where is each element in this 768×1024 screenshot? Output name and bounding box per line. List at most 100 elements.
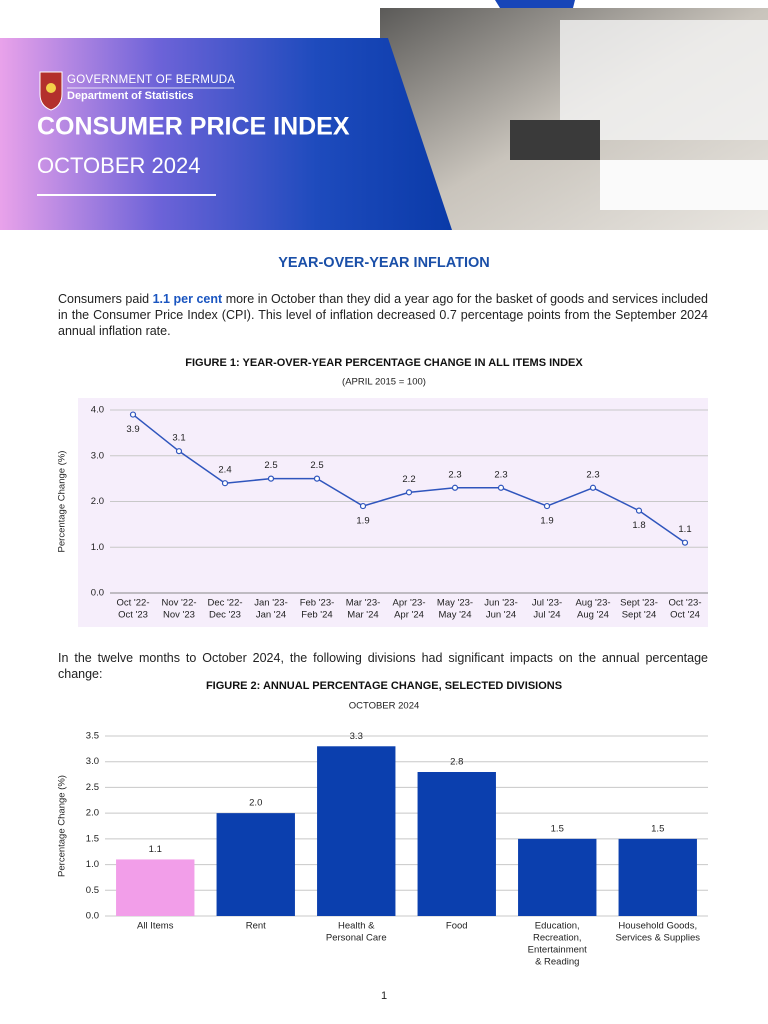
data-label: 1.8 [632,520,645,531]
bar [317,746,396,916]
x-tick-label: Oct '23 [118,610,148,621]
x-tick-label: Entertainment [528,945,588,956]
x-tick-label: Nov '23 [163,610,195,621]
data-label: 3.1 [172,433,185,444]
data-label: 1.5 [651,823,664,834]
x-tick-label: Jun '24 [486,610,516,621]
data-point [451,484,459,491]
x-tick-label: Personal Care [326,933,387,944]
section-title: YEAR-OVER-YEAR INFLATION [278,255,490,271]
data-point [359,502,367,510]
page-number: 1 [381,990,387,1002]
x-tick-label: May '23- [437,598,473,609]
x-tick-label: Mar '24 [347,610,378,621]
header: GOVERNMENT OF BERMUDA Department of Stat… [0,0,768,230]
data-label: 2.8 [450,757,463,768]
x-tick-label: Health & [338,921,375,932]
y-tick-label: 0.0 [91,588,104,599]
x-tick-label: Mar '23- [346,598,381,609]
y-tick-label: 1.5 [86,833,99,844]
paragraph: In the twelve months to October 2024, th… [58,650,708,682]
bar [116,859,195,916]
x-tick-label: May '24 [439,610,472,621]
data-point [635,507,643,514]
x-tick-label: All Items [137,921,174,932]
y-tick-label: 3.0 [86,756,99,767]
data-label: 1.9 [540,516,553,527]
y-tick-label: 4.0 [91,405,104,416]
data-point [267,475,275,482]
x-tick-label: & Reading [535,957,579,968]
data-label: 3.3 [350,731,363,742]
x-tick-label: Aug '24 [577,610,609,621]
x-tick-label: Dec '22- [207,598,242,609]
report-period: OCTOBER 2024 [37,153,200,178]
bar [216,813,295,916]
x-tick-label: Feb '23- [300,598,335,609]
chart-subtitle: OCTOBER 2024 [349,701,420,712]
bar [618,838,697,916]
y-tick-label: 0.5 [86,885,99,896]
data-label: 1.5 [551,823,564,834]
x-tick-label: Food [446,921,468,932]
x-tick-label: Apr '23- [393,598,426,609]
data-point [221,480,229,487]
department: Department of Statistics [67,90,194,102]
y-tick-label: 3.5 [86,731,99,742]
data-label: 1.1 [149,844,162,855]
x-tick-label: Jul '23- [532,598,562,609]
x-tick-label: Oct '24 [670,610,700,621]
data-label: 2.3 [586,469,599,480]
data-label: 2.2 [402,474,415,485]
organization: GOVERNMENT OF BERMUDA [67,74,235,86]
x-tick-label: Aug '23- [575,598,610,609]
data-point [589,484,597,491]
highlight: 1.1 per cent [152,292,223,306]
x-tick-label: Jul '24 [533,610,560,621]
data-label: 2.5 [310,460,323,471]
chart-title: FIGURE 2: ANNUAL PERCENTAGE CHANGE, SELE… [206,680,562,692]
data-label: 2.4 [218,465,231,476]
chart-subtitle: (APRIL 2015 = 100) [342,377,426,388]
y-tick-label: 3.0 [91,450,104,461]
y-tick-label: 1.0 [91,542,104,553]
data-point [175,448,183,455]
y-axis-label: Percentage Change (%) [57,775,68,877]
header-banner [0,38,452,230]
y-tick-label: 0.0 [86,911,99,922]
bar [417,772,496,916]
y-tick-label: 1.0 [86,859,99,870]
photo-laptop [510,120,600,160]
x-tick-label: Education, [535,921,580,932]
chart-title: FIGURE 1: YEAR-OVER-YEAR PERCENTAGE CHAN… [185,357,583,369]
y-axis-label: Percentage Change (%) [57,451,68,553]
plot-background [78,398,708,627]
logo-detail [46,83,56,93]
y-tick-label: 2.0 [91,496,104,507]
data-label: 2.0 [249,798,262,809]
data-point [405,489,413,496]
header-accent [495,0,575,8]
data-label: 2.5 [264,460,277,471]
x-tick-label: Oct '22- [117,598,150,609]
x-tick-label: Apr '24 [394,610,424,621]
report-title: CONSUMER PRICE INDEX [37,113,350,141]
x-tick-label: Rent [246,921,266,932]
x-tick-label: Oct '23- [669,598,702,609]
x-tick-label: Sept '23- [620,598,658,609]
y-tick-label: 2.0 [86,808,99,819]
data-label: 3.9 [126,424,139,435]
data-label: 2.3 [448,469,461,480]
data-label: 1.1 [678,524,691,535]
x-tick-label: Sept '24 [622,610,657,621]
data-label: 1.9 [356,516,369,527]
x-tick-label: Jun '23- [484,598,518,609]
x-tick-label: Dec '23 [209,610,241,621]
data-point [313,475,321,482]
text: In the twelve months to October 2024, th… [58,651,708,681]
x-tick-label: Jan '23- [254,598,288,609]
y-tick-label: 2.5 [86,782,99,793]
data-point [497,484,505,491]
